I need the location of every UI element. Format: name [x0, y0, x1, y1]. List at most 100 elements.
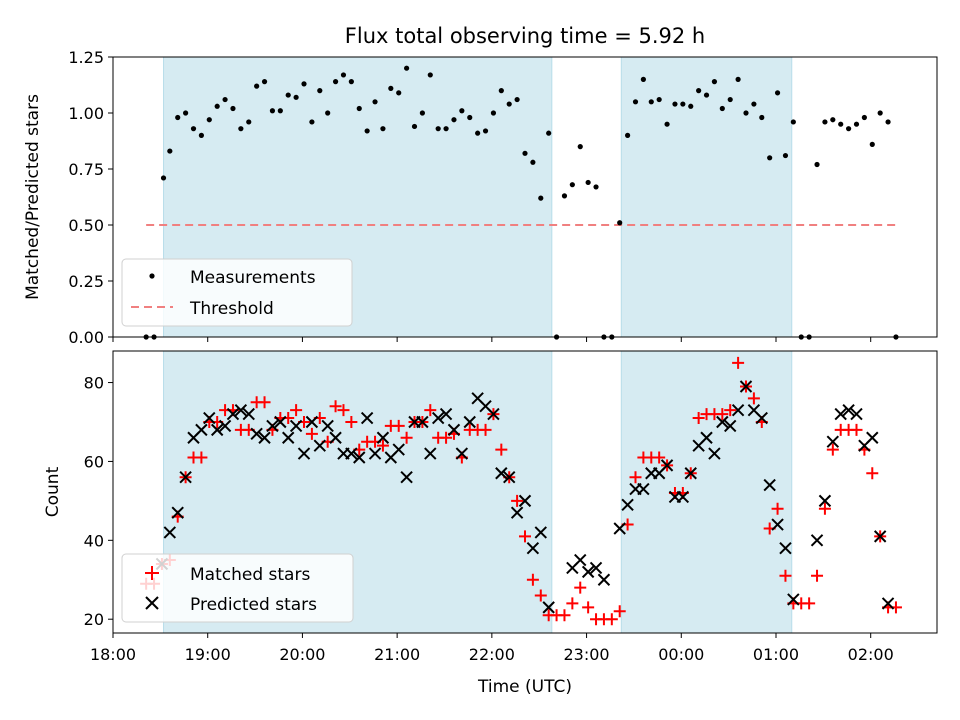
- matched-star-point: [779, 569, 792, 582]
- matched-star-point: [495, 443, 508, 456]
- predicted-star-point: [195, 423, 208, 437]
- matched-star-point: [582, 601, 595, 614]
- predicted-star-point: [258, 431, 271, 444]
- x-axis-label: Time (UTC): [477, 677, 572, 697]
- measurement-point: [822, 119, 828, 125]
- predicted-star-point: [613, 522, 626, 535]
- measurement-point: [419, 110, 425, 116]
- predicted-star-point: [597, 573, 611, 586]
- measurement-point: [514, 96, 520, 103]
- legend-measurements-label: Measurements: [190, 268, 316, 288]
- legend-predicted-marker: [145, 596, 159, 610]
- predicted-star-point: [818, 494, 832, 508]
- predicted-star-point: [716, 415, 729, 429]
- measurement-point: [277, 108, 283, 114]
- y-tick-label-top: 0.25: [68, 272, 104, 291]
- measurement-point: [538, 195, 544, 201]
- measurement-point: [640, 76, 646, 82]
- predicted-star-point: [842, 403, 855, 417]
- predicted-star-point: [542, 601, 555, 614]
- predicted-star-point: [708, 447, 721, 460]
- measurement-point: [293, 94, 299, 100]
- measurement-point: [309, 119, 315, 125]
- legend-bottom: Matched stars Predicted stars: [121, 553, 354, 623]
- observing-intervals: [163, 350, 793, 634]
- predicted-star-point: [210, 423, 224, 437]
- measurement-point: [546, 130, 552, 136]
- measurement-point: [198, 132, 204, 138]
- y-tick-label-top: 0.75: [68, 160, 104, 179]
- predicted-star-point: [424, 447, 437, 460]
- matched-star-point: [850, 423, 863, 436]
- measurement-point: [183, 110, 189, 116]
- matched-star-point: [511, 494, 524, 507]
- predicted-star-point: [779, 541, 792, 555]
- legend-top: Measurements Threshold: [121, 258, 353, 327]
- axes-top: 0.00 0.25 0.50 0.75 1.00 1.25: [68, 48, 872, 347]
- measurement-point: [656, 96, 662, 103]
- predicted-star-point: [282, 431, 295, 444]
- measurement-point: [522, 150, 528, 156]
- chart-title: Flux total observing time = 5.92 h: [345, 24, 705, 48]
- matched-star-point: [392, 419, 405, 432]
- predicted-star-point: [763, 478, 776, 492]
- measurement-point: [254, 83, 260, 89]
- measurement-point: [435, 126, 441, 132]
- matched-star-point: [613, 605, 626, 618]
- legend-measurements-marker: [149, 273, 155, 279]
- predicted-star-point: [810, 534, 824, 547]
- x-tick-label: 19:00: [185, 645, 231, 664]
- predicted-star-point: [660, 459, 674, 472]
- measurement-point: [443, 126, 449, 132]
- measurement-point: [230, 105, 236, 112]
- measurement-point: [617, 220, 623, 226]
- predicted-star-point: [581, 565, 595, 579]
- predicted-star-point: [439, 407, 453, 421]
- matched-star-point: [479, 423, 492, 436]
- measurement-point: [680, 101, 686, 107]
- predicted-star-point: [503, 471, 516, 484]
- predicted-star-point: [700, 431, 713, 444]
- measurement-point: [530, 159, 536, 165]
- measurement-point: [696, 88, 702, 94]
- measurement-point: [830, 117, 836, 123]
- predicted-star-point: [834, 407, 847, 421]
- measurement-point: [774, 90, 781, 96]
- matched-star-point: [692, 412, 705, 425]
- measurement-point: [664, 121, 670, 127]
- measurement-point: [846, 126, 852, 132]
- measurement-point: [751, 101, 757, 107]
- measurement-point: [814, 161, 820, 168]
- measurement-point: [648, 99, 654, 105]
- x-tick-label: 23:00: [564, 645, 610, 664]
- y-axis-label-top: Matched/Predicted stars: [23, 94, 43, 300]
- y-tick-label-top: 0.00: [68, 328, 104, 347]
- predicted-star-point: [392, 443, 405, 456]
- predicted-star-point: [163, 526, 177, 539]
- measurement-point: [348, 79, 354, 85]
- measurement-point: [269, 108, 276, 114]
- predicted-star-point: [771, 518, 784, 531]
- matched-star-point: [803, 597, 816, 610]
- measurement-point: [790, 119, 796, 125]
- matched-star-point: [376, 439, 389, 452]
- measurement-point: [301, 81, 307, 87]
- measurement-point: [167, 148, 173, 154]
- observing-interval: [620, 56, 793, 338]
- predicted-star-point: [463, 415, 476, 429]
- matched-star-point: [558, 609, 571, 622]
- predicted-star-point: [242, 407, 255, 421]
- matched-star-point: [305, 427, 318, 440]
- predicted-star-point: [416, 415, 429, 429]
- predicted-star-point: [739, 380, 753, 393]
- predicted-star-point: [321, 419, 334, 433]
- plot-frame-top: [112, 56, 938, 338]
- measurement-point: [719, 105, 725, 112]
- predicted-star-point: [589, 561, 603, 575]
- measurement-point: [688, 103, 694, 109]
- measurement-point: [727, 96, 733, 103]
- legend-threshold-label: Threshold: [189, 299, 274, 319]
- measurement-point: [388, 85, 394, 91]
- measurement-point: [459, 108, 465, 114]
